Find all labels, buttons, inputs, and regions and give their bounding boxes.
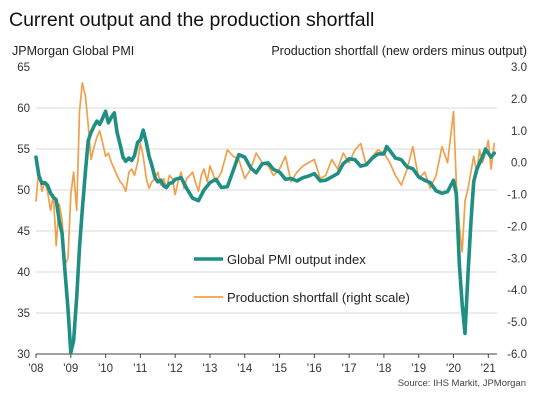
legend: Global PMI output index Production short…	[194, 252, 410, 305]
gridlines	[36, 107, 497, 314]
left-tick-label: 55	[17, 144, 30, 156]
series-line-pmi	[34, 109, 496, 355]
right-tick-label: 2.0	[511, 94, 527, 106]
x-tick-label: '18	[376, 363, 391, 375]
chart-title: Current output and the production shortf…	[9, 9, 374, 31]
left-tick-label: 45	[17, 226, 30, 238]
x-tick-label: '19	[411, 363, 426, 375]
left-axis-title: JPMorgan Global PMI	[12, 44, 134, 58]
left-tick-label: 30	[17, 349, 30, 361]
right-tick-label: 3.0	[511, 62, 527, 74]
x-tick-label: '21	[481, 363, 496, 375]
x-tick-label: '08	[29, 363, 44, 375]
right-tick-label: -6.0	[507, 349, 527, 361]
right-axis-title: Production shortfall (new orders minus o…	[271, 44, 527, 58]
right-tick-label: 1.0	[511, 126, 527, 138]
left-tick-label: 65	[17, 62, 30, 74]
left-axis-ticks: 30 35 40 45 50 55 60 65	[17, 62, 30, 361]
right-tick-label: -3.0	[507, 253, 527, 265]
x-tick-label: '14	[237, 363, 253, 375]
x-tick-label: '12	[168, 363, 183, 375]
right-tick-label: -4.0	[507, 285, 527, 297]
series-layer	[34, 82, 496, 355]
right-tick-label: 0.0	[511, 158, 527, 170]
series-line-shortfall	[35, 82, 496, 266]
x-tick-label: '20	[446, 363, 461, 375]
x-tick-label: '17	[342, 363, 357, 375]
x-tick-label: '10	[98, 363, 113, 375]
x-tick-label: '15	[272, 363, 287, 375]
left-tick-label: 60	[17, 103, 30, 115]
legend-label-shortfall: Production shortfall (right scale)	[227, 290, 410, 305]
left-tick-label: 35	[17, 308, 30, 320]
x-tick-label: '11	[133, 363, 147, 375]
right-tick-label: -2.0	[507, 221, 527, 233]
right-axis-ticks: -6.0 -5.0 -4.0 -3.0 -2.0 -1.0 0.0 1.0 2.0 3.0	[507, 62, 527, 361]
x-tick-label: '16	[307, 363, 322, 375]
x-tick-label: '09	[63, 363, 78, 375]
right-tick-label: -5.0	[507, 317, 527, 329]
source-note: Source: IHS Markit, JPMorgan	[398, 378, 526, 389]
left-tick-label: 40	[17, 267, 30, 279]
x-tick-label: '13	[202, 363, 217, 375]
x-axis: '08 '09 '10 '11 '12 '13 '14 '15 '16 '17 '18 '19 '20 '…	[29, 353, 497, 375]
legend-label-pmi: Global PMI output index	[227, 252, 366, 267]
right-tick-label: -1.0	[507, 190, 527, 202]
left-tick-label: 50	[17, 185, 30, 197]
